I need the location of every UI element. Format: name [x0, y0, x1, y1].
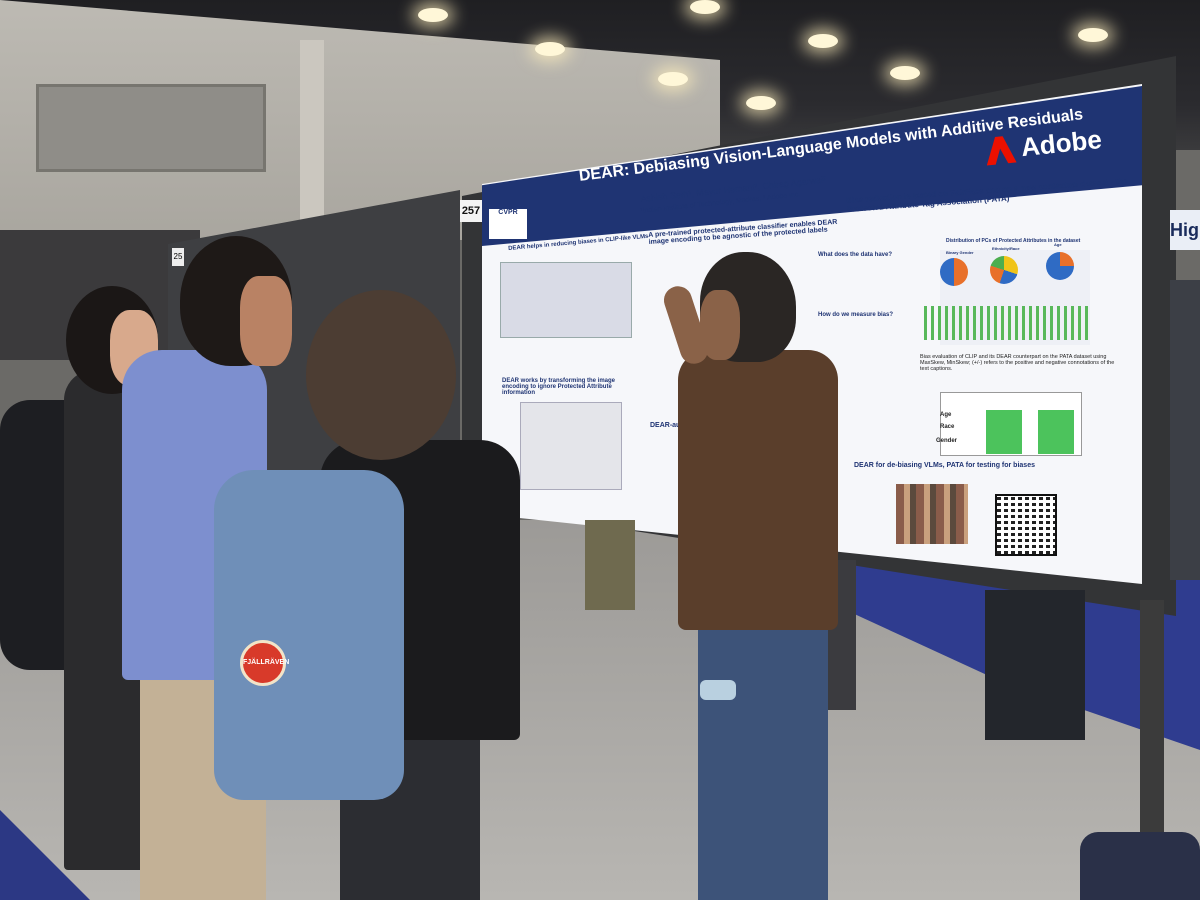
table-row-gender: Gender	[936, 438, 958, 444]
board-number-left: 25	[172, 248, 184, 266]
pie-label-gender: Binary Gender	[946, 250, 974, 255]
chart-caption: Distribution of PCs of Protected Attribu…	[946, 238, 1081, 244]
presenter-jeans	[698, 620, 828, 900]
adobe-mark-icon	[984, 135, 1017, 166]
pie-age	[1046, 252, 1074, 280]
pie-race	[990, 256, 1018, 284]
ceiling-light	[746, 96, 776, 110]
board-leg	[1140, 600, 1164, 850]
pie-label-age: Age	[1054, 242, 1062, 247]
poster-figure-results	[500, 262, 632, 338]
right-sign: Hig	[1170, 210, 1200, 250]
presenter-face	[700, 290, 740, 360]
eval-caption: Bias evaluation of CLIP and its DEAR cou…	[920, 354, 1115, 372]
presenter-vest	[678, 350, 838, 630]
ceiling-light	[418, 8, 448, 22]
board-number: 257	[460, 200, 482, 222]
wall-vent	[36, 84, 266, 172]
ceiling-light	[658, 72, 688, 86]
ceiling-light	[808, 34, 838, 48]
person-legs-background	[985, 590, 1085, 740]
bar-strip	[924, 306, 1089, 340]
bag-bottom-right	[1080, 832, 1200, 900]
person-legs-background	[585, 520, 635, 610]
data-question: What does the data have?	[818, 252, 893, 258]
ceiling-light	[690, 0, 720, 14]
left-bottom-heading: DEAR works by transforming the image enc…	[502, 378, 616, 396]
water-bottle	[700, 680, 736, 700]
backpack-logo: FJÄLLRÄVEN	[240, 640, 289, 686]
qr-code	[995, 494, 1057, 556]
table-highlight	[1038, 410, 1074, 454]
pie-label-race: Ethnicity/Race	[992, 246, 1020, 251]
poster-footer: DEAR for de-biasing VLMs, PATA for testi…	[854, 462, 1035, 469]
woman-head	[306, 290, 456, 460]
table-row-age: Age	[940, 412, 952, 418]
table-highlight	[986, 410, 1022, 454]
man-face	[240, 276, 292, 366]
poster-figure-method	[520, 402, 622, 490]
ceiling-light	[535, 42, 565, 56]
measure-question: How do we measure bias?	[818, 312, 894, 318]
image-grid	[896, 484, 968, 544]
pie-gender	[940, 258, 968, 286]
ceiling-light	[890, 66, 920, 80]
cvpr-badge: CVPR	[488, 208, 528, 240]
blue-backpack	[214, 470, 404, 800]
ceiling-light	[1078, 28, 1108, 42]
table-row-race: Race	[940, 424, 955, 430]
person-right-edge	[1170, 280, 1200, 580]
